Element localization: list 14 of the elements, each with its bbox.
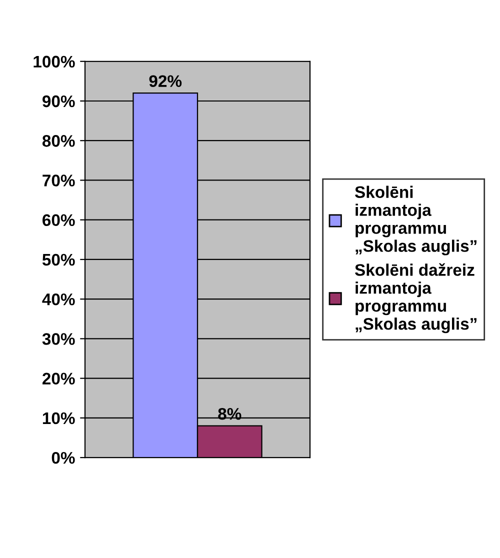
y-tick-label: 80% xyxy=(42,135,75,147)
legend-label: Skolēni dažreiz izmantoja programmu „Skolas auglis” xyxy=(354,263,476,334)
y-tick-label: 90% xyxy=(42,95,75,108)
data-label: 92% xyxy=(149,75,182,87)
y-tick-label: 30% xyxy=(42,333,75,345)
y-tick-label: 60% xyxy=(42,214,75,226)
y-tick-label: 10% xyxy=(42,412,75,424)
y-tick-label: 100% xyxy=(34,56,75,68)
y-tick-label: 20% xyxy=(42,372,75,385)
y-tick-label: 40% xyxy=(42,293,75,306)
y-tick-label: 70% xyxy=(42,174,75,186)
y-tick-label: 50% xyxy=(42,254,75,266)
legend-label: Skolēni izmantoja programmu „Skolas auglis” xyxy=(354,186,476,256)
y-tick-label: 0% xyxy=(52,452,75,464)
